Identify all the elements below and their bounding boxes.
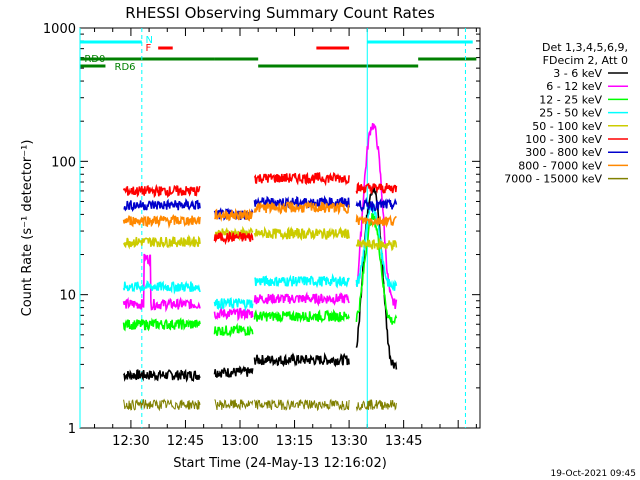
flag-label: RD0 [84,54,105,65]
x-tick-label: 13:30 [330,434,367,449]
series-line [122,280,201,295]
series-line [355,213,398,325]
series-line [214,399,254,411]
x-tick-label: 12:30 [112,434,149,449]
legend-entry: 800 - 7000 keV [518,159,602,172]
series-line [213,365,254,378]
series-line [213,230,254,246]
y-axis-label: Count Rate (s⁻¹ detector⁻¹) [20,140,35,317]
series-line [253,194,350,210]
series-line [253,200,350,216]
timestamp: 19-Oct-2021 09:45 [551,469,636,479]
series-line [123,197,201,213]
plot-frame [79,27,481,429]
x-tick-label: 13:00 [221,434,258,449]
x-axis-label: Start Time (24-May-13 12:16:02) [173,456,387,471]
series-line [122,317,201,332]
series-line [254,398,350,412]
series-line [122,214,201,229]
series-line [355,213,397,228]
legend-entry: 25 - 50 keV [539,107,602,120]
chart-title: RHESSI Observing Summary Count Rates [125,4,435,22]
series-line [122,368,201,383]
series-line [213,306,254,322]
y-tick-label: 10 [59,289,76,304]
series-line [123,398,201,412]
y-tick-label: 100 [51,155,76,170]
legend-entry: 12 - 25 keV [539,93,602,106]
flag-bars: NF RD0 RD6 [79,28,477,428]
series-line [254,273,350,289]
y-tick-label: 1 [68,422,76,437]
legend-header: FDecim 2, Att 0 [543,54,628,67]
legend-entry: 50 - 100 keV [532,120,602,133]
series-line [355,123,398,310]
series-line [355,181,398,194]
legend-header: Det 1,3,4,5,6,9, [542,41,628,54]
legend-entry: 6 - 12 keV [546,80,602,93]
series-line [213,297,254,312]
series-line [253,291,350,307]
series-line [253,351,350,368]
series-line [355,399,397,412]
series-line [253,225,350,242]
series-line [355,203,398,292]
flag-label: RD6 [115,62,136,73]
series-line [355,185,398,370]
legend: Det 1,3,4,5,6,9,FDecim 2, Att 03 - 6 keV… [504,41,628,186]
flag-label: F [145,43,151,54]
series-line [214,207,254,223]
series-line [122,253,201,313]
legend-entry: 3 - 6 keV [553,67,602,80]
flag-label: N [145,35,152,46]
legend-entry: 300 - 800 keV [525,146,602,159]
series-line [253,308,350,324]
series-line [355,236,398,252]
series-line [253,171,350,187]
x-axis: 12:30 12:45 13:00 13:15 13:30 13:45 [94,28,477,449]
x-tick-label: 13:45 [385,434,422,449]
x-tick-label: 13:15 [276,434,313,449]
x-tick-label: 12:45 [167,434,204,449]
series-line [355,196,398,214]
y-axis: 1 10 100 1000 [43,22,480,437]
series-group [122,123,398,412]
legend-entry: 100 - 300 keV [525,133,602,146]
series-line [122,183,201,199]
y-tick-label: 1000 [43,22,76,37]
series-line [122,234,201,250]
series-line [213,322,254,338]
legend-entry: 7000 - 15000 keV [504,173,602,186]
